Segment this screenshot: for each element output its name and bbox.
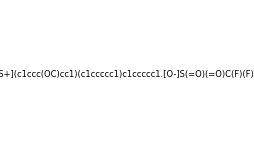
Text: [S+](c1ccc(OC)cc1)(c1ccccc1)c1ccccc1.[O-]S(=O)(=O)C(F)(F)F: [S+](c1ccc(OC)cc1)(c1ccccc1)c1ccccc1.[O-…	[0, 70, 254, 79]
